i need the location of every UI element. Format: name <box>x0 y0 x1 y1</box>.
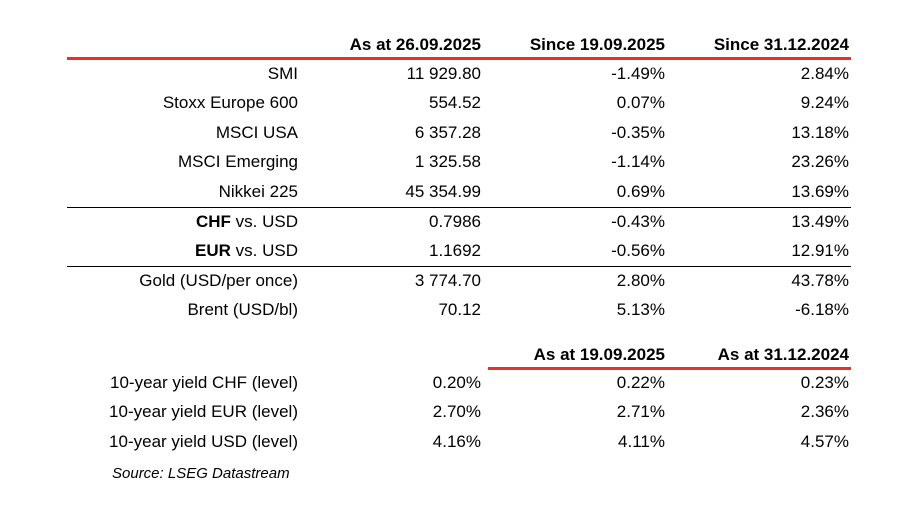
row-value: 3 774.70 <box>414 271 481 290</box>
header-since-week: Since 19.09.2025 <box>529 35 665 54</box>
table-row: 10-year yield EUR (level) 2.70% 2.71% 2.… <box>0 398 913 426</box>
row-value-week: 4.11% <box>618 432 665 451</box>
row-change-year: 9.24% <box>800 93 849 112</box>
row-change-year: 43.78% <box>791 271 849 290</box>
row-change-week: 5.13% <box>616 300 665 319</box>
row-label: Stoxx Europe 600 <box>162 93 298 112</box>
section-divider <box>67 207 851 208</box>
header-as-at: As at 26.09.2025 <box>349 35 481 54</box>
header-underline <box>67 57 851 60</box>
row-value: 11 929.80 <box>406 64 481 83</box>
row-label: Nikkei 225 <box>218 182 298 201</box>
row-change-week: -1.14% <box>611 152 665 171</box>
row-label: Brent (USD/bl) <box>187 300 298 319</box>
row-value: 0.20% <box>432 373 481 392</box>
header-as-at-year: As at 31.12.2024 <box>717 345 849 364</box>
row-value: 1.1692 <box>429 241 481 260</box>
row-value-year: 2.36% <box>800 402 849 421</box>
row-label: CHF vs. USD <box>196 208 298 236</box>
row-label: 10-year yield CHF (level) <box>110 373 298 392</box>
table-row: SMI 11 929.80 -1.49% 2.84% <box>0 60 913 88</box>
row-value: 2.70% <box>432 402 481 421</box>
row-label: 10-year yield EUR (level) <box>109 402 298 421</box>
row-change-year: 23.26% <box>791 152 849 171</box>
table-row: EUR vs. USD 1.1692 -0.56% 12.91% <box>0 237 913 265</box>
row-label: EUR vs. USD <box>195 237 298 265</box>
row-change-week: -0.43% <box>611 212 665 231</box>
row-label-rest: vs. USD <box>230 241 298 260</box>
table-row: 10-year yield USD (level) 4.16% 4.11% 4.… <box>0 428 913 456</box>
row-change-week: -1.49% <box>611 64 665 83</box>
row-value: 6 357.28 <box>414 123 481 142</box>
row-value: 554.52 <box>429 93 481 112</box>
table-row: 10-year yield CHF (level) 0.20% 0.22% 0.… <box>0 369 913 397</box>
row-label-currency: EUR <box>195 241 231 260</box>
row-change-year: 13.69% <box>791 182 849 201</box>
row-change-week: -0.56% <box>611 241 665 260</box>
row-change-week: 0.07% <box>616 93 665 112</box>
row-change-year: 2.84% <box>800 64 849 83</box>
row-label-currency: CHF <box>195 212 231 231</box>
row-label: MSCI USA <box>215 123 298 142</box>
table-row: MSCI USA 6 357.28 -0.35% 13.18% <box>0 119 913 147</box>
table-row: Nikkei 225 45 354.99 0.69% 13.69% <box>0 178 913 206</box>
row-value: 1 325.58 <box>414 152 481 171</box>
row-change-year: 13.18% <box>791 123 849 142</box>
row-change-week: 0.69% <box>616 182 665 201</box>
row-value-week: 2.71% <box>616 402 665 421</box>
row-value-week: 0.22% <box>616 373 665 392</box>
row-value-year: 4.57% <box>800 432 849 451</box>
table-row: MSCI Emerging 1 325.58 -1.14% 23.26% <box>0 148 913 176</box>
row-change-week: 2.80% <box>616 271 665 290</box>
table-row: Brent (USD/bl) 70.12 5.13% -6.18% <box>0 296 913 324</box>
row-label: 10-year yield USD (level) <box>109 432 298 451</box>
header-since-year: Since 31.12.2024 <box>713 35 849 54</box>
row-value-year: 0.23% <box>800 373 849 392</box>
row-change-year: -6.18% <box>795 300 849 319</box>
row-value: 45 354.99 <box>405 182 481 201</box>
row-label: MSCI Emerging <box>178 152 298 171</box>
row-label: SMI <box>267 64 298 83</box>
row-change-year: 13.49% <box>791 212 849 231</box>
row-label: Gold (USD/per once) <box>139 271 298 290</box>
row-value: 4.16% <box>432 432 481 451</box>
table-row: Gold (USD/per once) 3 774.70 2.80% 43.78… <box>0 267 913 295</box>
header-as-at-week: As at 19.09.2025 <box>533 345 665 364</box>
row-label-rest: vs. USD <box>230 212 298 231</box>
header2-underline <box>488 367 851 370</box>
row-change-year: 12.91% <box>791 241 849 260</box>
row-value: 0.7986 <box>429 212 481 231</box>
table-row: CHF vs. USD 0.7986 -0.43% 13.49% <box>0 208 913 236</box>
section-divider <box>67 266 851 267</box>
source-note: Source: LSEG Datastream <box>112 465 290 482</box>
row-change-week: -0.35% <box>611 123 665 142</box>
row-value: 70.12 <box>438 300 481 319</box>
table-row: Stoxx Europe 600 554.52 0.07% 9.24% <box>0 89 913 117</box>
